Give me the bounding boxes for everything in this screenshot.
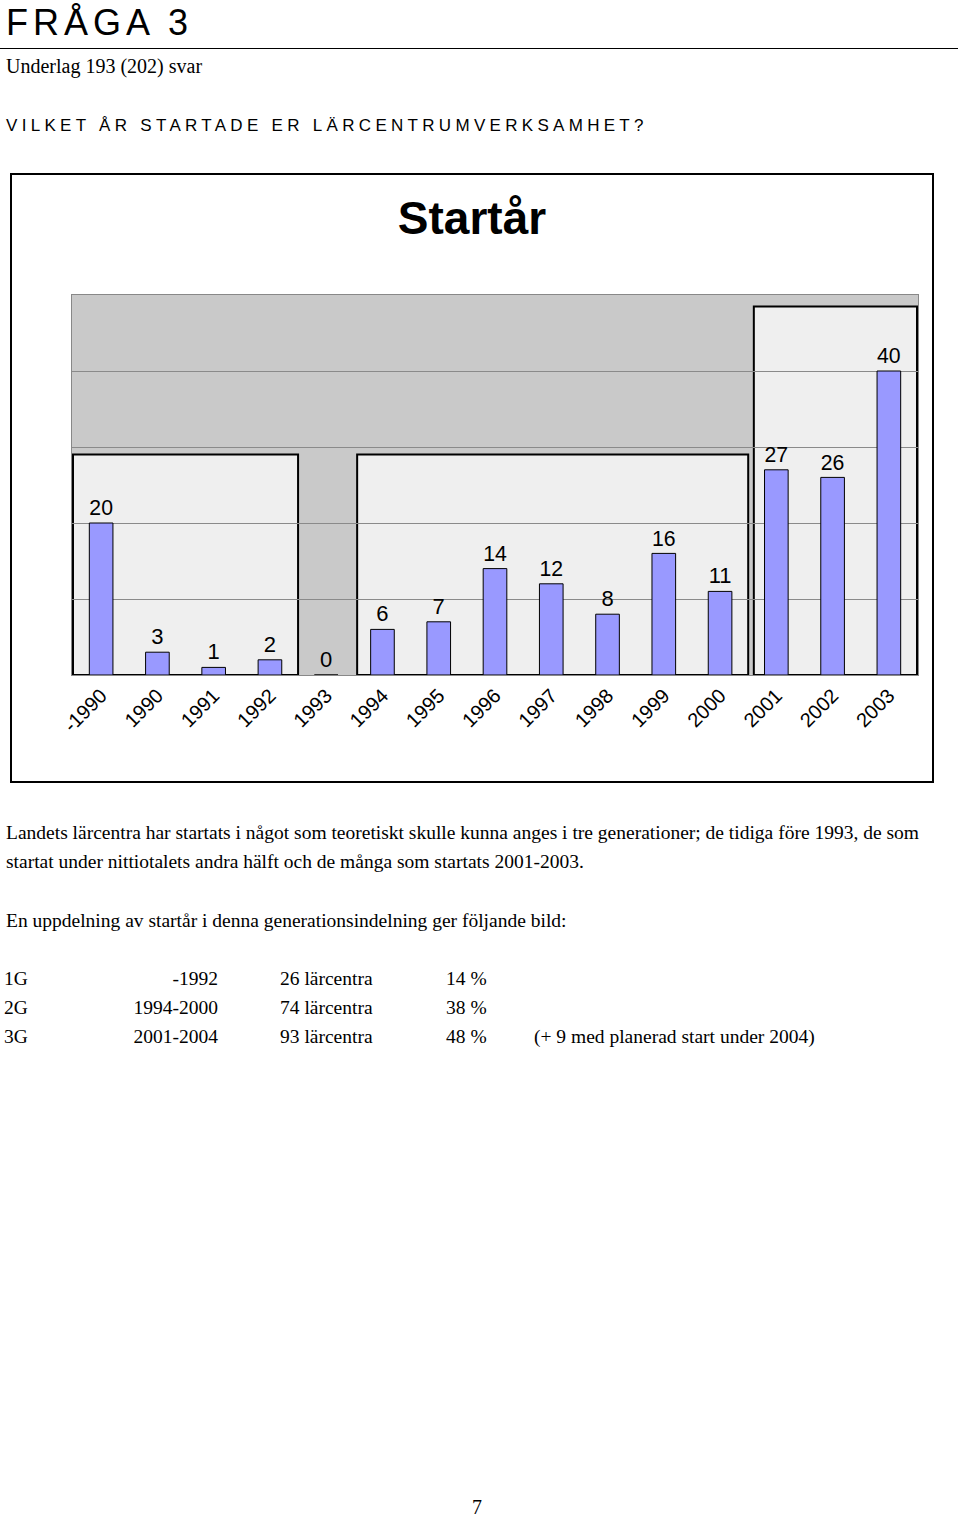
- html-text:48 %: 48 %: [446, 1025, 487, 1047]
- svg-text:1: 1: [208, 639, 220, 664]
- html-text:VILKET ÅR STARTADE ER LÄRCENTR: VILKET ÅR STARTADE ER LÄRCENTRUMVERKSAMH…: [6, 116, 648, 135]
- svg-text:2002: 2002: [795, 684, 842, 731]
- svg-text:2000: 2000: [683, 684, 730, 731]
- html-text:FRÅGA 3: FRÅGA 3: [6, 2, 194, 43]
- html-text:2001-2004: 2001-2004: [133, 1025, 218, 1047]
- svg-text:2001: 2001: [739, 684, 786, 731]
- svg-text:6: 6: [376, 601, 388, 626]
- svg-text:8: 8: [601, 586, 613, 611]
- html-text:38 %: 38 %: [446, 996, 487, 1018]
- html-text:-1992: -1992: [172, 967, 218, 989]
- html-text:93 lärcentra: 93 lärcentra: [280, 1025, 373, 1047]
- html-text:74 lärcentra: 74 lärcentra: [280, 996, 373, 1018]
- svg-text:26: 26: [821, 451, 845, 475]
- svg-text:27: 27: [765, 443, 789, 466]
- svg-text:3: 3: [151, 624, 163, 649]
- svg-text:1993: 1993: [289, 684, 336, 731]
- svg-text:2003: 2003: [852, 684, 899, 731]
- html-text:En uppdelning av startår i den: En uppdelning av startår i denna generat…: [6, 910, 567, 931]
- svg-text:0: 0: [320, 647, 332, 672]
- html-text:3G: 3G: [4, 1025, 28, 1047]
- svg-text:1999: 1999: [627, 684, 674, 731]
- html-text:7: 7: [472, 1496, 482, 1518]
- svg-text:14: 14: [483, 542, 507, 566]
- html-text:1994-2000: 1994-2000: [133, 996, 218, 1018]
- svg-text:12: 12: [539, 557, 563, 580]
- svg-text:20: 20: [89, 496, 113, 519]
- svg-text:40: 40: [877, 344, 901, 367]
- svg-text:2: 2: [264, 632, 276, 657]
- html-text:26 lärcentra: 26 lärcentra: [280, 967, 373, 989]
- svg-text:1997: 1997: [514, 684, 561, 731]
- svg-text:7: 7: [433, 594, 445, 619]
- svg-text:1992: 1992: [233, 684, 280, 731]
- html-text:14 %: 14 %: [446, 967, 487, 989]
- svg-text:-1990: -1990: [59, 684, 111, 736]
- svg-text:1996: 1996: [458, 684, 505, 731]
- svg-text:1994: 1994: [345, 684, 392, 731]
- svg-text:1991: 1991: [177, 684, 224, 731]
- svg-text:1995: 1995: [402, 684, 449, 731]
- svg-text:1998: 1998: [570, 684, 617, 731]
- svg-text:11: 11: [709, 563, 732, 588]
- svg-text:16: 16: [652, 527, 676, 551]
- html-text:(+ 9 med planerad start under: (+ 9 med planerad start under 2004): [534, 1025, 815, 1047]
- svg-text:Startår: Startår: [398, 192, 546, 244]
- html-text:2G: 2G: [4, 996, 28, 1018]
- html-text:Underlag 193 (202) svar: Underlag 193 (202) svar: [6, 55, 203, 77]
- html-text:Landets lärcentra har startats: Landets lärcentra har startats i något s…: [6, 822, 919, 872]
- html-text:1G: 1G: [4, 967, 28, 989]
- svg-text:1990: 1990: [120, 684, 167, 731]
